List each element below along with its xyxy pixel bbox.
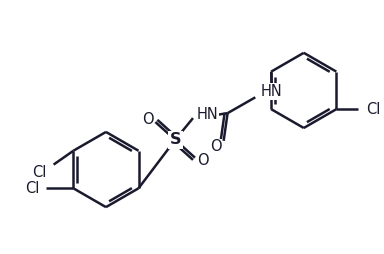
Text: O: O bbox=[210, 139, 222, 154]
Text: O: O bbox=[142, 112, 153, 126]
Text: Cl: Cl bbox=[33, 165, 47, 180]
Text: HN: HN bbox=[260, 84, 282, 99]
Text: HN: HN bbox=[197, 107, 219, 122]
Text: S: S bbox=[169, 132, 181, 147]
Text: Cl: Cl bbox=[25, 181, 39, 196]
Text: O: O bbox=[197, 153, 209, 168]
Text: Cl: Cl bbox=[366, 102, 380, 117]
